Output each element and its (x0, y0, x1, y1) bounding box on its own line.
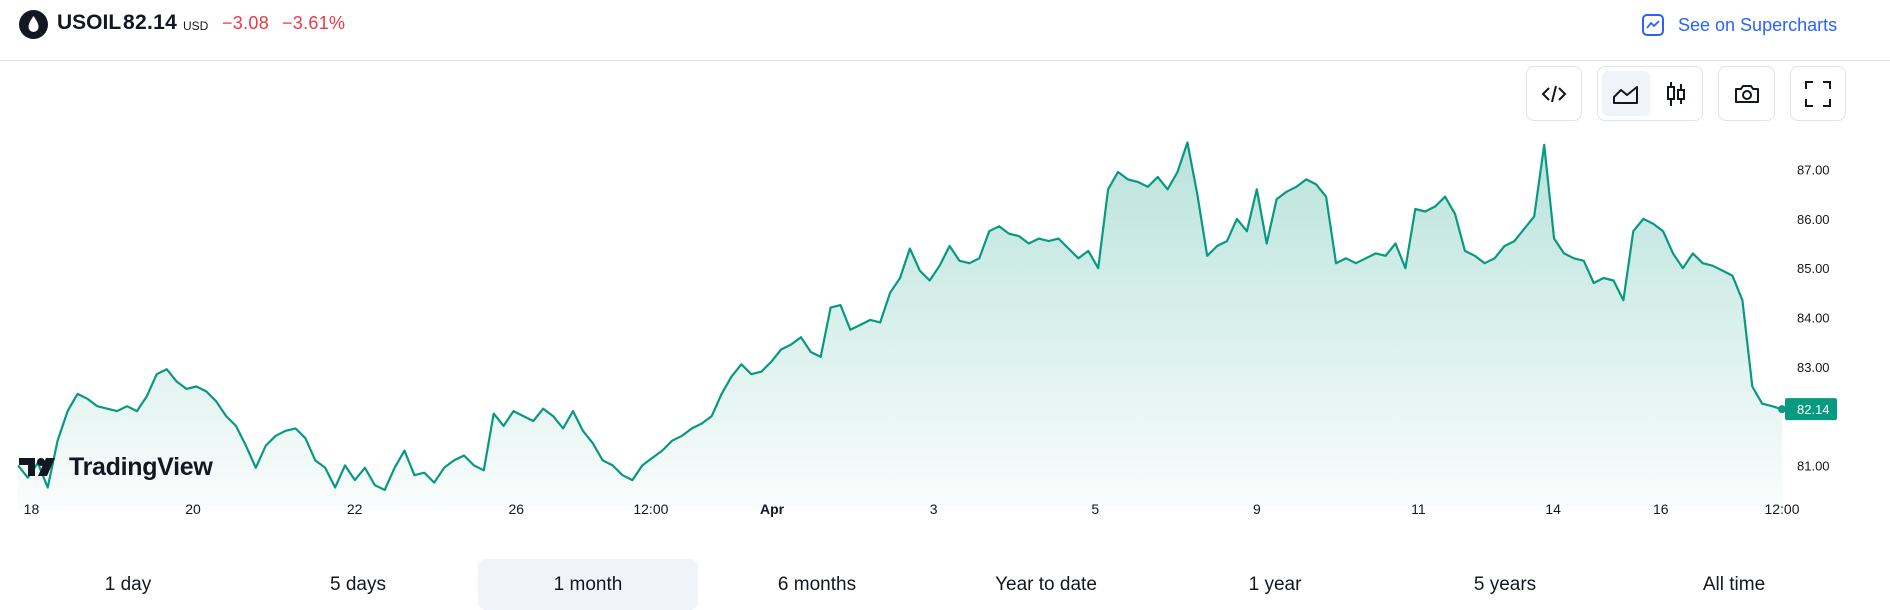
x-tick-label: Apr (760, 501, 785, 517)
x-tick-label: 18 (24, 501, 40, 517)
y-tick-label: 81.00 (1797, 458, 1830, 473)
camera-icon (1734, 84, 1759, 103)
symbol-name[interactable]: USOIL (57, 11, 122, 34)
area-chart-button[interactable] (1602, 71, 1650, 116)
range-tab-6-months[interactable]: 6 months (777, 573, 857, 595)
x-tick-label: 16 (1653, 501, 1669, 517)
range-tab-1-day[interactable]: 1 day (104, 573, 152, 595)
embed-code-icon (1541, 85, 1567, 102)
candlestick-icon (1667, 81, 1685, 106)
x-tick-label: 3 (930, 501, 938, 517)
range-tab-5-days[interactable]: 5 days (330, 573, 386, 595)
see-on-supercharts-link[interactable]: See on Supercharts (1641, 10, 1871, 40)
x-tick-label: 12:00 (1764, 501, 1799, 517)
last-price-tag-background (1785, 398, 1837, 421)
x-tick-label: 11 (1411, 501, 1426, 517)
last-price-tag: 82.14 (1785, 398, 1837, 421)
x-tick-label: 12:00 (633, 501, 668, 517)
y-tick-label: 85.00 (1797, 261, 1830, 276)
y-tick-label: 84.00 (1797, 310, 1830, 325)
range-tab-5-years[interactable]: 5 years (1473, 573, 1537, 595)
x-tick-label: 26 (508, 501, 524, 517)
embed-code-button[interactable] (1526, 66, 1582, 121)
range-selector: 1 day 5 days 1 month 6 months Year to da… (0, 559, 1890, 610)
x-tick-label: 5 (1091, 501, 1099, 517)
price-area-fill (18, 142, 1782, 510)
range-tab-all-time[interactable]: All time (1702, 573, 1766, 595)
current-price: 82.14 (123, 11, 178, 34)
price-line (17, 141, 1783, 492)
tradingview-logo-icon (19, 458, 55, 476)
see-on-supercharts-label: See on Supercharts (1678, 14, 1838, 35)
x-tick-label: 22 (347, 501, 363, 517)
fullscreen-button[interactable] (1790, 66, 1846, 121)
range-tab-1-year[interactable]: 1 year (1248, 573, 1302, 595)
last-price-tag-label: 82.14 (1797, 402, 1830, 417)
snapshot-button[interactable] (1718, 66, 1775, 121)
time-axis: 18 20 22 26 12:00 Apr 3 5 9 11 14 16 12:00 (24, 501, 1800, 517)
y-tick-label: 87.00 (1797, 163, 1830, 178)
range-tab-1-month[interactable]: 1 month (478, 559, 698, 610)
x-tick-label: 20 (185, 501, 201, 517)
y-tick-label: 83.00 (1797, 360, 1830, 375)
price-change: −3.08 (222, 13, 270, 33)
price-axis: 87.00 86.00 85.00 84.00 83.00 81.00 (1797, 163, 1830, 474)
x-tick-label: 14 (1545, 501, 1561, 517)
last-price-dot (1778, 405, 1786, 414)
x-tick-label: 9 (1253, 501, 1261, 517)
price-change-percent: −3.61% (282, 13, 346, 33)
currency-label: USD (183, 19, 209, 33)
line-chart-icon (1642, 14, 1664, 36)
area-chart-icon (1613, 85, 1638, 104)
oil-drop-icon (19, 10, 48, 39)
candlestick-button[interactable] (1652, 71, 1700, 116)
tradingview-wordmark: TradingView (69, 452, 213, 481)
range-tab-year-to-date[interactable]: Year to date (995, 573, 1097, 595)
chart-type-group (1597, 66, 1703, 121)
fullscreen-icon (1805, 80, 1831, 107)
y-tick-label: 86.00 (1797, 212, 1830, 227)
symbol-header: USOIL 82.14 USD −3.08 −3.61% See on Supe… (0, 0, 1890, 61)
tradingview-watermark[interactable]: TradingView (19, 452, 213, 482)
